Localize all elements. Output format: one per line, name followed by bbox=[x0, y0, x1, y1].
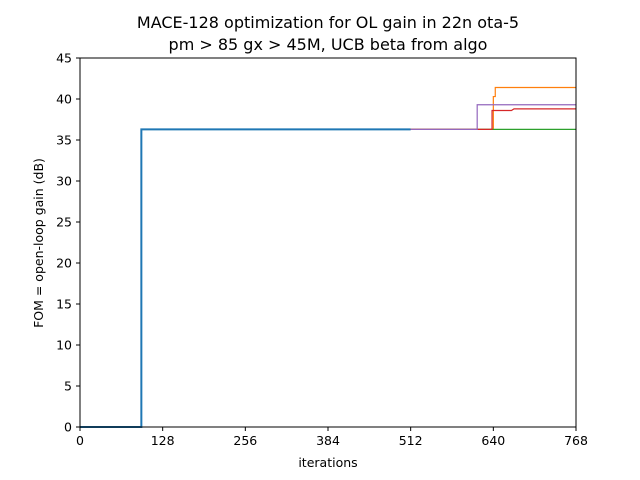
x-axis-label: iterations bbox=[298, 455, 357, 470]
x-tick-label: 512 bbox=[399, 433, 423, 448]
y-tick-label: 45 bbox=[56, 51, 72, 66]
y-tick-label: 20 bbox=[56, 256, 72, 271]
y-tick-label: 10 bbox=[56, 338, 72, 353]
y-tick-label: 25 bbox=[56, 215, 72, 230]
x-tick-label: 768 bbox=[564, 433, 588, 448]
y-tick-label: 40 bbox=[56, 92, 72, 107]
x-tick-label: 640 bbox=[481, 433, 505, 448]
y-tick-label: 35 bbox=[56, 133, 72, 148]
x-tick-label: 384 bbox=[316, 433, 340, 448]
y-tick-label: 0 bbox=[64, 420, 72, 435]
chart-subtitle: pm > 85 gx > 45M, UCB beta from algo bbox=[169, 35, 488, 54]
x-tick-label: 128 bbox=[151, 433, 175, 448]
x-tick-label: 256 bbox=[233, 433, 257, 448]
series-line-4 bbox=[410, 108, 576, 130]
axes-layer: 0 128 256 384 512 640 768 0 5 10 15 20 25 30 35 40 45 bbox=[56, 51, 588, 449]
y-tick-label: 15 bbox=[56, 297, 72, 312]
y-tick-label: 30 bbox=[56, 174, 72, 189]
x-tick-label: 0 bbox=[76, 433, 84, 448]
y-axis-label: FOM = open-loop gain (dB) bbox=[31, 158, 46, 328]
chart-title: MACE-128 optimization for OL gain in 22n… bbox=[137, 13, 519, 32]
series-line-5 bbox=[410, 104, 576, 130]
y-tick-label: 5 bbox=[64, 379, 72, 394]
